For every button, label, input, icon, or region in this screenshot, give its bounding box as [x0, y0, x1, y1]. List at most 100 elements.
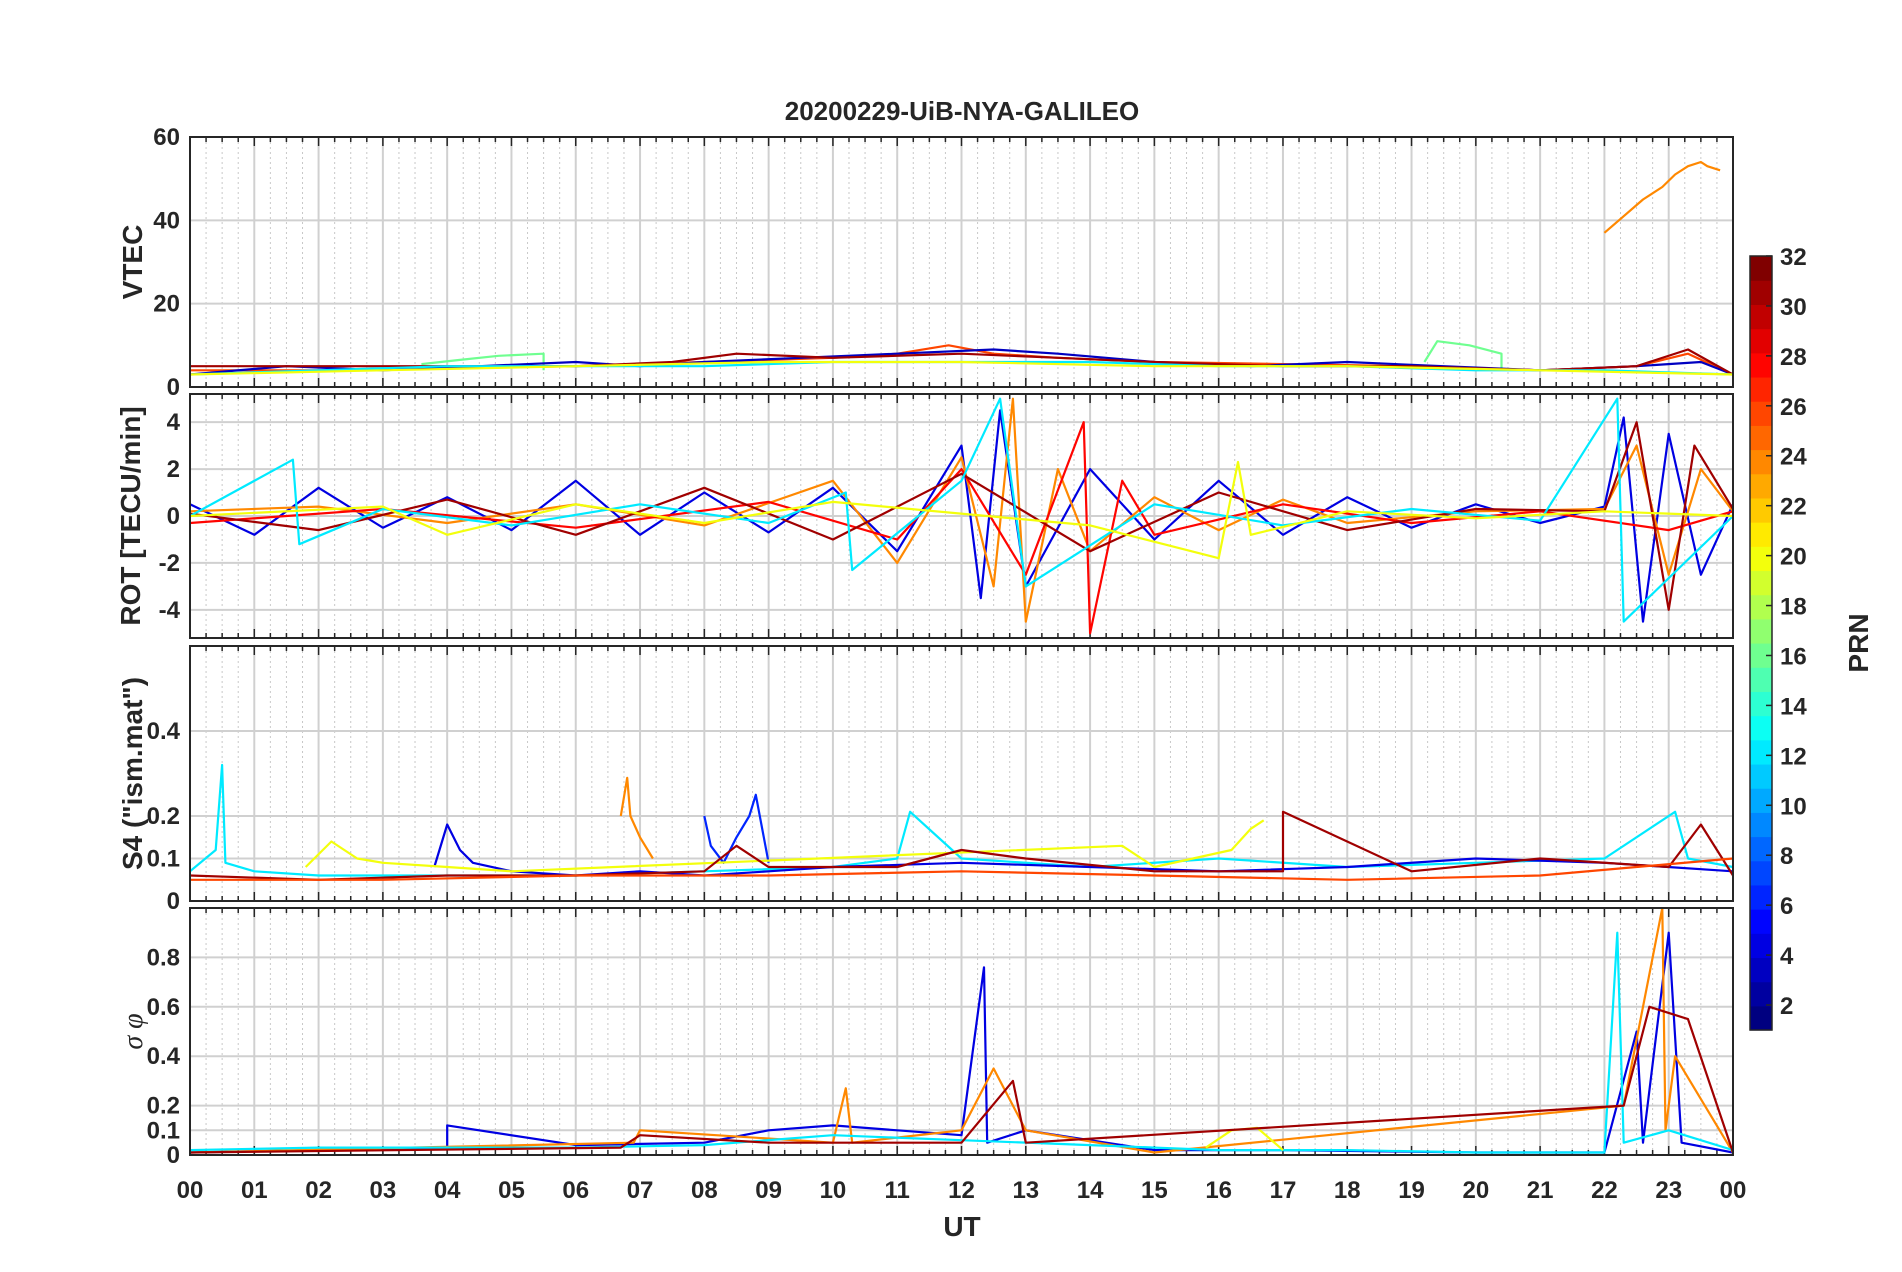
colorbar-segment	[1750, 739, 1772, 765]
series-line-prn-16	[421, 352, 545, 371]
series-line-prn-31	[190, 421, 1733, 611]
x-tick-label: 06	[562, 1177, 589, 1204]
axes-frame	[189, 645, 1734, 902]
y-tick-label: 40	[153, 207, 180, 234]
series-group	[190, 908, 1733, 1154]
series-line-prn-20	[304, 819, 1265, 873]
colorbar-tick-label: 20	[1780, 544, 1807, 571]
colorbar-segment	[1750, 280, 1772, 305]
colorbar-segment	[1750, 812, 1772, 838]
panel-4: 00.10.2 0.4 0.6 0.8 σ φ	[118, 907, 1734, 1169]
y-tick-label: 0.2	[147, 803, 180, 830]
colorbar-segment	[1750, 473, 1772, 499]
x-tick-label: 14	[1077, 1177, 1104, 1204]
x-tick-label: 18	[1334, 1177, 1361, 1204]
colorbar-segment	[1750, 522, 1772, 547]
y-tick-label: 0.4	[147, 718, 181, 745]
colorbar-tick-label: 14	[1780, 693, 1807, 720]
colorbar-tick-label: 18	[1780, 594, 1807, 621]
x-tick-label: 22	[1591, 1177, 1618, 1204]
series-line-prn-20	[190, 360, 1733, 376]
y-tick-label: 0	[167, 1142, 180, 1169]
x-tick-label: 23	[1655, 1177, 1682, 1204]
colorbar-segment	[1750, 304, 1772, 330]
y-axis-label: VTEC	[117, 225, 148, 300]
series-line-prn-24	[619, 776, 654, 860]
y-tick-label: 0.6	[147, 994, 180, 1021]
series-line-prn-16	[1423, 340, 1503, 371]
colorbar-segment	[1750, 836, 1772, 862]
y-tick-label: 4	[167, 409, 181, 436]
colorbar-segment	[1750, 1005, 1772, 1031]
series-line-prn-20	[190, 460, 1733, 560]
x-tick-label: 16	[1205, 1177, 1232, 1204]
y-axis-label: ROT [TECU/min]	[115, 406, 146, 625]
series-line-prn-6	[703, 793, 770, 864]
x-tick-label: 12	[948, 1177, 975, 1204]
x-tick-label: 05	[498, 1177, 525, 1204]
colorbar-tick-label: 10	[1780, 793, 1807, 820]
axes-frame	[189, 393, 1734, 639]
colorbar-tick-label: 24	[1780, 444, 1807, 471]
y-tick-label: 20	[153, 291, 180, 318]
x-tick-label: 02	[305, 1177, 332, 1204]
x-axis-label: UT	[943, 1211, 980, 1242]
colorbar-segment	[1750, 256, 1772, 281]
colorbar-tick-label: 12	[1780, 743, 1807, 770]
x-tick-label: 19	[1398, 1177, 1425, 1204]
series-group	[190, 160, 1733, 376]
colorbar-segment	[1750, 763, 1772, 789]
colorbar-segment	[1750, 643, 1772, 668]
x-tick-label: 17	[1270, 1177, 1297, 1204]
y-tick-label: 2	[167, 456, 180, 483]
x-tick-label: 08	[691, 1177, 718, 1204]
series-line-prn-28	[190, 421, 1733, 635]
series-line-prn-24	[1603, 160, 1721, 234]
panel-3: 0 0.1 0.2 0.4S4 ("ism.mat")	[117, 645, 1734, 915]
y-axis-label: S4 ("ism.mat")	[117, 677, 148, 870]
colorbar-segment	[1750, 497, 1772, 523]
y-tick-label: 0.8	[147, 944, 180, 971]
x-tick-label: 01	[241, 1177, 268, 1204]
colorbar-segment	[1750, 691, 1772, 717]
x-tick-label: 00	[177, 1177, 204, 1204]
x-tick-label: 09	[755, 1177, 782, 1204]
colorbar-segment	[1750, 909, 1772, 934]
y-tick-label: 0.1	[147, 846, 180, 873]
y-tick-label: 0.2	[147, 1093, 180, 1120]
colorbar-segment	[1750, 376, 1772, 402]
series-line-prn-26	[190, 857, 1733, 881]
colorbar-segment	[1750, 425, 1772, 451]
series-line-prn-12	[190, 397, 1733, 623]
colorbar-segment	[1750, 788, 1772, 813]
colorbar-tick-label: 30	[1780, 294, 1807, 321]
panel-1: 0 20 40 60 VTEC	[117, 124, 1734, 401]
colorbar-tick-label: 26	[1780, 394, 1807, 421]
colorbar-tick-label: 28	[1780, 344, 1807, 371]
colorbar-segment	[1750, 546, 1772, 572]
axes-frame	[189, 136, 1734, 388]
chart-title: 20200229-UiB-NYA-GALILEO	[785, 96, 1140, 126]
colorbar-tick-label: 2	[1780, 993, 1793, 1020]
colorbar-tick-label: 8	[1780, 843, 1793, 870]
colorbar-segment	[1750, 618, 1772, 644]
series-line-prn-4	[433, 823, 1733, 877]
colorbar-segment	[1750, 860, 1772, 886]
colorbar-segment	[1750, 981, 1772, 1007]
x-tick-label: 04	[434, 1177, 461, 1204]
x-tick-label: 21	[1527, 1177, 1554, 1204]
x-tick-label: 07	[627, 1177, 654, 1204]
colorbar-segment	[1750, 933, 1772, 959]
colorbar-segment	[1750, 401, 1772, 426]
colorbar-segment	[1750, 594, 1772, 620]
y-tick-label: 60	[153, 124, 180, 151]
y-tick-label: 0.1	[147, 1117, 180, 1144]
colorbar-tick-label: 16	[1780, 643, 1807, 670]
colorbar-segment	[1750, 328, 1772, 354]
colorbar-segment	[1750, 667, 1772, 692]
x-tick-label: 11	[885, 1177, 910, 1204]
y-tick-label: 0.4	[147, 1043, 181, 1070]
